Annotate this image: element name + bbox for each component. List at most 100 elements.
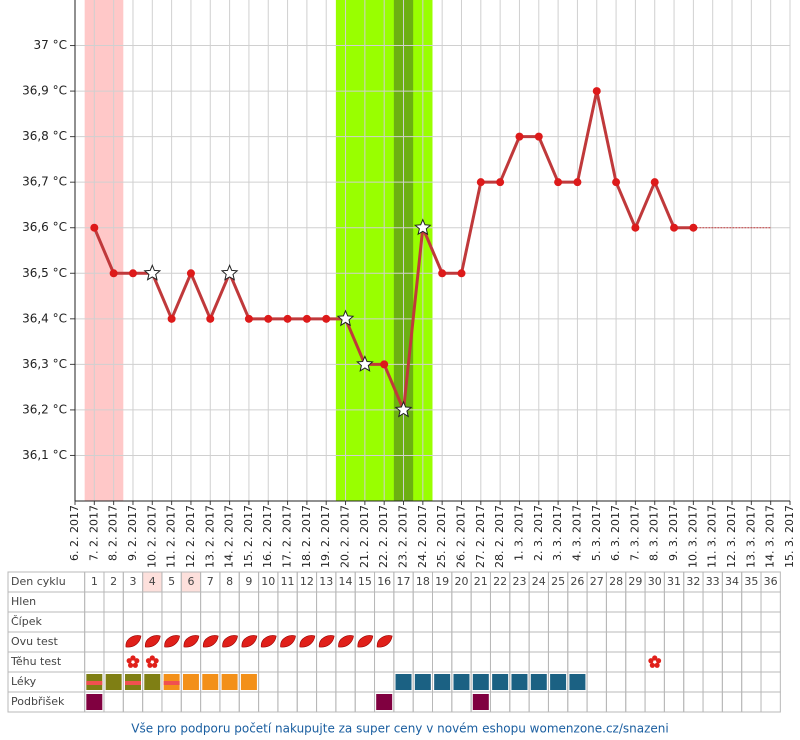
y-tick-label: 36,3 °C bbox=[22, 357, 67, 371]
day-cell bbox=[432, 691, 453, 713]
row-label: Ovu test bbox=[11, 635, 58, 648]
point bbox=[592, 87, 601, 96]
day-cell bbox=[683, 611, 704, 633]
day-number: 21 bbox=[474, 575, 488, 588]
day-cell bbox=[335, 611, 356, 633]
day-cell bbox=[161, 591, 182, 613]
medication-stripe bbox=[86, 681, 103, 685]
day-number: 27 bbox=[590, 575, 604, 588]
point bbox=[322, 314, 331, 323]
ovulation-test-icon bbox=[125, 635, 142, 648]
day-cell bbox=[393, 691, 414, 713]
day-cell bbox=[721, 591, 743, 613]
point bbox=[167, 314, 176, 323]
medication-icon bbox=[221, 674, 238, 690]
day-cell bbox=[393, 651, 414, 673]
y-tick-label: 36,1 °C bbox=[22, 448, 67, 462]
x-tick-label: 15. 3. 2017 bbox=[783, 505, 796, 568]
x-tick-label: 5. 3. 2017 bbox=[590, 505, 603, 561]
x-tick-label: 1. 3. 2017 bbox=[512, 505, 525, 561]
day-cell bbox=[354, 671, 376, 693]
x-tick-label: 18. 2. 2017 bbox=[300, 505, 313, 568]
row-label: Hlen bbox=[11, 595, 36, 608]
day-cell bbox=[605, 591, 627, 613]
day-cell bbox=[412, 591, 434, 613]
day-cell bbox=[374, 611, 395, 633]
x-tick-label: 25. 2. 2017 bbox=[435, 505, 448, 568]
petal bbox=[654, 662, 660, 668]
day-cell bbox=[567, 611, 588, 633]
day-cell bbox=[741, 691, 762, 713]
ovulation-test-icon bbox=[241, 635, 258, 648]
day-number: 19 bbox=[435, 575, 449, 588]
symptom-square bbox=[472, 694, 489, 710]
day-cell bbox=[374, 591, 395, 613]
x-tick-label: 10. 3. 2017 bbox=[686, 505, 699, 568]
day-cell bbox=[432, 631, 453, 653]
highlight-cell bbox=[142, 572, 162, 592]
medication-icon bbox=[492, 674, 509, 690]
day-number: 35 bbox=[744, 575, 758, 588]
day-cell bbox=[683, 631, 704, 653]
day-cell bbox=[103, 651, 124, 673]
row-label: Den cyklu bbox=[11, 575, 66, 588]
day-cell bbox=[296, 591, 318, 613]
row-label: Léky bbox=[11, 675, 37, 688]
petal bbox=[134, 658, 140, 664]
day-cell bbox=[258, 611, 279, 633]
day-cell bbox=[451, 691, 472, 713]
petal bbox=[126, 658, 132, 664]
medication-fill bbox=[414, 674, 431, 690]
day-cell bbox=[103, 691, 124, 713]
day-cell bbox=[489, 691, 511, 713]
day-cell bbox=[335, 691, 356, 713]
row-label: Podbřišek bbox=[11, 695, 65, 708]
day-cell bbox=[702, 691, 723, 713]
point bbox=[573, 178, 582, 187]
day-cell bbox=[528, 611, 549, 633]
day-cell bbox=[200, 611, 221, 633]
petal bbox=[648, 658, 654, 664]
day-cell bbox=[470, 651, 491, 673]
point bbox=[612, 178, 621, 187]
petal bbox=[153, 658, 159, 664]
medication-fill bbox=[550, 674, 567, 690]
day-cell bbox=[335, 671, 356, 693]
point bbox=[496, 178, 505, 187]
point bbox=[631, 223, 640, 232]
footer-link[interactable]: Vše pro podporu početí nakupujte za supe… bbox=[131, 722, 668, 736]
pregnancy-test-icon bbox=[648, 655, 662, 668]
point bbox=[186, 269, 195, 278]
day-cell bbox=[374, 671, 395, 693]
x-tick-label: 26. 2. 2017 bbox=[454, 505, 467, 568]
x-tick-label: 11. 2. 2017 bbox=[165, 505, 178, 568]
day-number: 9 bbox=[245, 575, 252, 588]
day-number: 22 bbox=[493, 575, 507, 588]
flower-center bbox=[131, 660, 135, 664]
day-cell bbox=[605, 651, 627, 673]
day-cell bbox=[180, 651, 202, 673]
day-cell bbox=[567, 651, 588, 673]
x-tick-label: 12. 2. 2017 bbox=[184, 505, 197, 568]
day-cell bbox=[142, 611, 163, 633]
day-number: 8 bbox=[226, 575, 233, 588]
day-cell bbox=[316, 671, 337, 693]
pregnancy-test-icon bbox=[145, 655, 159, 668]
medication-icon bbox=[414, 674, 431, 690]
point bbox=[128, 269, 137, 278]
star-marker bbox=[413, 218, 432, 236]
y-tick-label: 36,2 °C bbox=[22, 402, 67, 416]
day-cell bbox=[760, 591, 781, 613]
x-tick-label: 3. 3. 2017 bbox=[551, 505, 564, 561]
day-cell bbox=[741, 651, 762, 673]
temperature-line bbox=[92, 89, 694, 412]
petal bbox=[152, 662, 158, 668]
day-cell bbox=[644, 631, 665, 653]
day-number: 5 bbox=[168, 575, 175, 588]
day-cell bbox=[161, 651, 182, 673]
day-cell bbox=[200, 591, 221, 613]
day-cell bbox=[625, 671, 646, 693]
day-number: 30 bbox=[648, 575, 662, 588]
day-number: 23 bbox=[512, 575, 526, 588]
